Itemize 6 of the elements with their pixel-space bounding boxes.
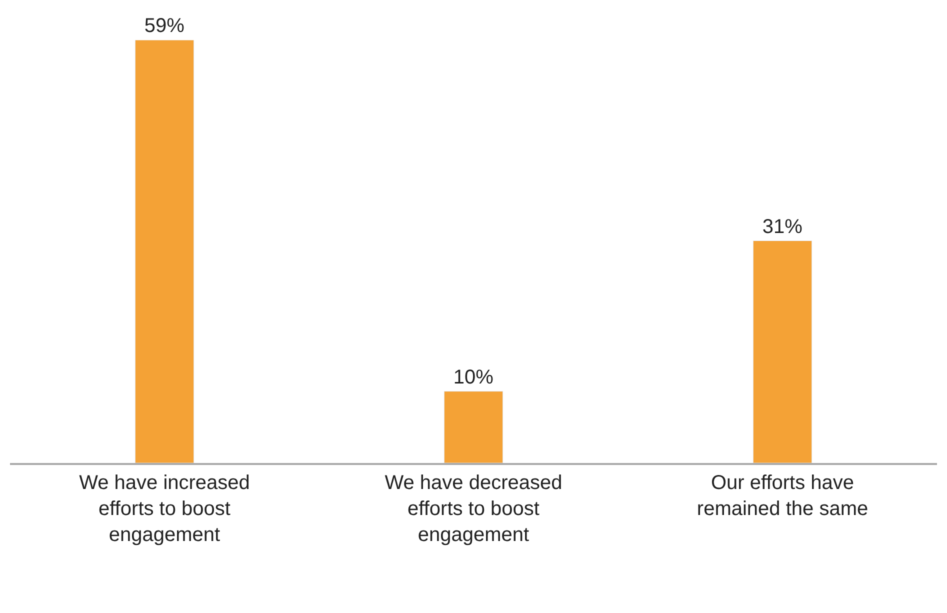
- data-label: 10%: [453, 366, 494, 388]
- data-label: 59%: [144, 15, 185, 37]
- x-tick-label: We have decreased efforts to boost engagement: [384, 472, 562, 546]
- x-tick-label: We have increased efforts to boost engagement: [79, 472, 250, 546]
- x-tick-label: Our efforts have remained the same: [696, 472, 868, 520]
- data-label: 31%: [762, 216, 803, 238]
